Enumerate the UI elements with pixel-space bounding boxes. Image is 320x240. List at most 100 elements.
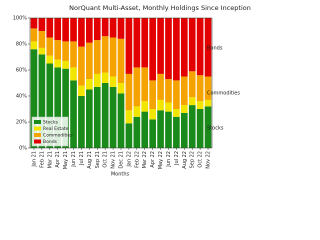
x-tick-label: Jun 21 — [71, 151, 77, 168]
bar-segment — [86, 18, 93, 43]
bar-segment — [38, 31, 46, 48]
bar-segment — [125, 123, 133, 148]
bar-segment — [93, 86, 101, 148]
bar-segment — [196, 109, 204, 148]
x-tick-label: Oct 22 — [198, 151, 204, 168]
bar-segment — [93, 73, 101, 87]
bar-segment — [93, 18, 101, 41]
bar-segment — [109, 18, 117, 38]
bar-segment — [62, 68, 69, 148]
bar-segment — [133, 18, 141, 68]
bar-segment — [188, 105, 196, 148]
bar-segment — [157, 99, 164, 111]
bar-segment — [54, 40, 62, 60]
bar-segment — [101, 18, 109, 37]
chart-title: NorQuant Multi-Asset, Monthly Holdings S… — [69, 4, 251, 12]
bar-segment — [157, 18, 164, 74]
x-tick-label: Mar 22 — [142, 151, 148, 168]
annotation: Bonds — [207, 46, 223, 52]
legend-label: Bonds — [43, 139, 58, 145]
bar-segment — [70, 67, 77, 81]
x-tick-label: Dec 21 — [119, 151, 125, 169]
x-tick-label: Jul 22 — [174, 151, 180, 166]
bar-segment — [86, 89, 93, 148]
x-tick-label: Feb 22 — [134, 151, 140, 168]
y-tick-label: 0% — [19, 146, 27, 152]
bar-segment — [46, 63, 54, 148]
bar-segment — [125, 110, 133, 124]
x-axis-label: Months — [111, 172, 130, 178]
legend-swatch — [34, 133, 41, 137]
bar-segment — [141, 101, 149, 112]
bar-segment — [141, 67, 149, 102]
bar-segment — [165, 102, 172, 112]
bar-segment — [93, 40, 101, 74]
bar-segment — [188, 18, 196, 72]
bar-segment — [30, 41, 38, 50]
bar-segment — [30, 49, 38, 149]
bar-segment — [196, 75, 204, 102]
x-tick-label: Aug 21 — [87, 151, 93, 169]
legend-label: Stocks — [43, 120, 58, 126]
x-tick-label: Aug 22 — [182, 151, 188, 169]
x-tick-label: Mar 21 — [47, 151, 53, 168]
x-tick-label: Sep 22 — [190, 151, 196, 168]
bar-segment — [86, 79, 93, 90]
x-tick-label: Sep 21 — [95, 151, 101, 168]
bar-segment — [62, 60, 69, 69]
bar-segment — [204, 99, 212, 107]
bar-segment — [125, 18, 133, 74]
bar-segment — [101, 72, 109, 83]
bar-segment — [78, 18, 85, 47]
bar-segment — [149, 80, 156, 109]
x-tick-label: Jan 22 — [126, 151, 132, 168]
annotation: Commodities — [207, 91, 240, 97]
bar-segment — [165, 18, 172, 80]
bar-segment — [62, 18, 69, 42]
bar-segment — [70, 80, 77, 148]
bar-segment — [149, 18, 156, 81]
y-tick-label: 20% — [16, 120, 27, 126]
bar-segment — [117, 38, 125, 83]
bar-segment — [46, 55, 54, 64]
x-tick-label: Feb 21 — [39, 151, 45, 168]
y-tick-label: 60% — [16, 68, 27, 74]
bar-segment — [204, 76, 212, 100]
bar-segment — [70, 41, 77, 68]
bar-segment — [38, 18, 46, 31]
bar-segment — [101, 36, 109, 73]
bar-segment — [188, 71, 196, 98]
bar-segment — [133, 106, 141, 117]
bar-segment — [180, 18, 188, 77]
x-tick-label: Apr 21 — [55, 151, 61, 168]
bar-segment — [157, 73, 164, 100]
bar-segment — [149, 109, 156, 120]
bar-segment — [133, 116, 141, 148]
bar-segment — [173, 116, 180, 148]
bar-segment — [109, 37, 117, 77]
x-tick-label: Jun 22 — [166, 151, 172, 168]
bar-segment — [46, 18, 54, 38]
bar-segment — [54, 59, 62, 68]
x-tick-label: May 21 — [63, 151, 69, 169]
legend-swatch — [34, 139, 41, 144]
bar-segment — [54, 18, 62, 41]
bar-segment — [149, 119, 156, 148]
chart: NorQuant Multi-Asset, Monthly Holdings S… — [12, 4, 251, 178]
legend-swatch — [34, 126, 41, 131]
bar-segment — [173, 80, 180, 109]
bar-segment — [133, 67, 141, 107]
bar-segment — [173, 109, 180, 117]
bar-segment — [180, 105, 188, 113]
bar-segment — [117, 83, 125, 94]
x-tick-label: Nov 21 — [111, 151, 117, 169]
legend-swatch — [34, 120, 41, 124]
bar-segment — [117, 93, 125, 148]
bar-segment — [38, 54, 46, 148]
legend-label: Commodities — [43, 133, 73, 139]
bar-segment — [62, 41, 69, 61]
x-tick-label: Jul 21 — [79, 151, 85, 166]
bar-segment — [30, 28, 38, 42]
bar-segment — [78, 96, 85, 148]
legend-label: Real Estate — [43, 126, 69, 132]
